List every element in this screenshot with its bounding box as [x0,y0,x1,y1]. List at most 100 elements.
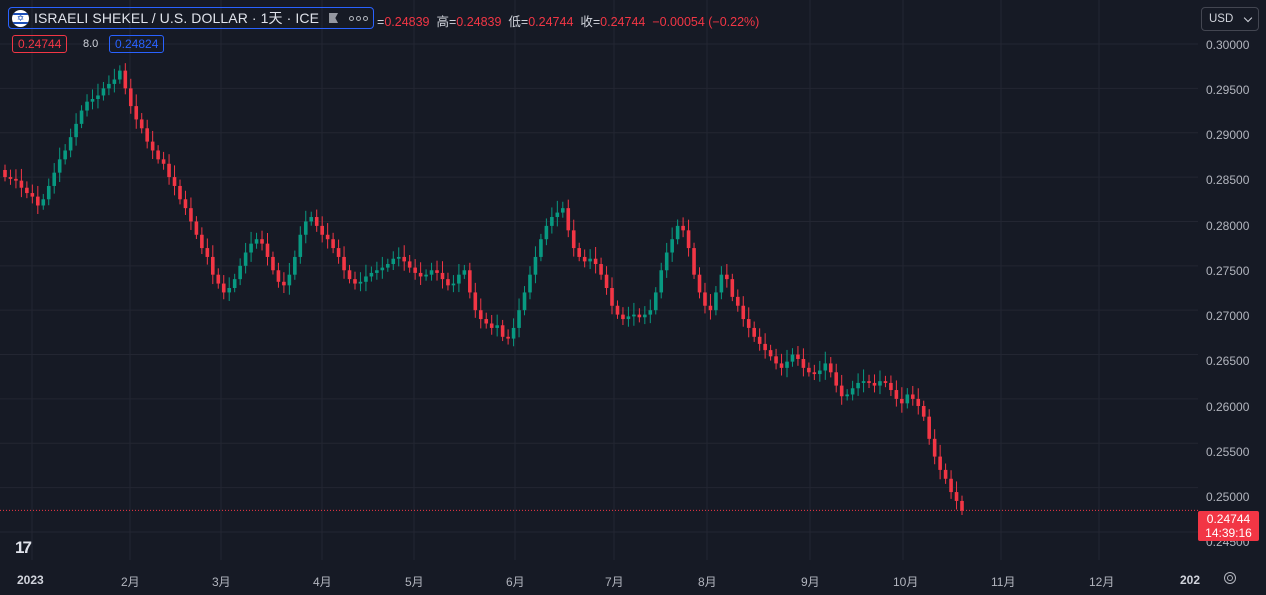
candle-body [413,267,417,273]
bid-price-badge[interactable]: 0.24744 [12,35,68,53]
candle-body [528,274,532,293]
candle-body [386,264,390,268]
candle-body [686,230,691,249]
candle-body [648,310,653,315]
y-tick: 0.27500 [1206,264,1250,278]
y-tick: 0.28500 [1206,173,1250,187]
candle-body [101,88,106,96]
candle-body [916,398,921,407]
candle-body [118,70,122,80]
candle-body [205,248,210,257]
candle-body [139,119,144,129]
candle-body [303,221,308,235]
candle-body [364,276,368,282]
candle-body [872,382,877,386]
candle-body [900,398,904,404]
candle-body [145,128,149,142]
candle-body [424,274,428,277]
chevron-down-icon [1243,13,1253,23]
candle-body [735,296,740,306]
candle-body [779,363,784,368]
candle-body [369,272,374,277]
candle-body [358,281,363,284]
currency-value: USD [1209,13,1234,25]
candle-body [380,267,385,271]
candle-body [128,88,133,107]
ohlc-legend: =0.24839 高=0.24839 低=0.24744 收=0.24744 −… [377,15,760,29]
candle-body [161,159,166,164]
candle-body [818,370,822,375]
candle-body [167,163,171,178]
candle-body [260,239,264,244]
candle-body [63,150,67,160]
candle-body [861,381,866,383]
candle-body [36,196,40,206]
candle-body [599,264,603,275]
y-tick: 0.30000 [1206,38,1250,52]
candle-body [478,310,483,320]
flag-icon[interactable] [329,13,339,23]
spread-value: 8.0 [83,38,99,50]
candle-body [539,239,543,257]
candle-body [85,101,89,111]
y-tick: 0.26500 [1206,354,1250,368]
currency-select[interactable]: USD [1201,7,1259,31]
x-tick: 2023 [17,573,44,587]
israel-flag-icon: ✡ [12,9,29,27]
grid-lines [0,0,1198,560]
candle-body [790,354,795,362]
candle-body [96,95,100,100]
x-tick: 3月 [212,575,231,589]
candle-body [287,274,292,286]
candle-body [807,367,811,373]
ask-price-badge[interactable]: 0.24824 [109,35,165,53]
candle-body [812,372,817,375]
candle-body [227,288,232,293]
candlestick-series [3,63,964,515]
candle-body [189,208,193,222]
candle-body [30,193,35,197]
settings-icon[interactable] [1224,572,1236,584]
y-tick: 0.25000 [1206,490,1250,504]
candle-body [566,208,571,231]
candle-body [555,212,560,218]
candle-body [664,252,669,271]
candle-body [943,469,948,479]
x-tick: 11月 [991,575,1016,589]
candle-body [172,177,177,186]
candle-body [643,314,647,318]
more-options-icon[interactable] [349,15,369,21]
tradingview-logo[interactable]: 17 [15,538,32,557]
candle-body [418,272,423,277]
candle-body [856,382,860,389]
candle-body [446,279,450,286]
candle-body [725,274,729,280]
candle-body [637,314,642,318]
candle-body [194,221,199,235]
candle-body [845,394,849,397]
candle-body [571,230,576,249]
symbol-title-bar[interactable]: ✡ ISRAELI SHEKEL / U.S. DOLLAR · 1天 · IC… [8,7,374,29]
candle-body [659,270,664,293]
candle-body [692,248,696,275]
candle-body [932,438,937,457]
candle-body [714,292,718,311]
candle-body [905,394,910,404]
candle-body [309,217,314,222]
candle-body [451,283,456,286]
candle-body [320,225,324,235]
candle-body [314,217,319,226]
candle-body [156,150,160,160]
candle-body [8,177,13,179]
candle-body [681,225,685,231]
candle-body [391,258,396,265]
candle-body [331,239,335,249]
candle-body [402,256,407,262]
candle-body [489,323,494,328]
candle-body [517,310,521,328]
candle-body [90,99,95,102]
candle-body [921,406,926,417]
candle-body [473,292,478,311]
candle-body [200,234,204,249]
